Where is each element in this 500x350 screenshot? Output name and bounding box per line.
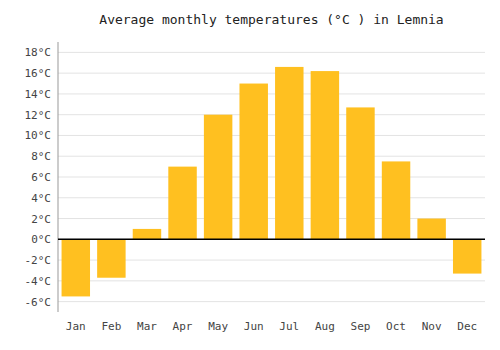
grid-line — [58, 301, 485, 302]
y-tick-label: 8°C — [31, 150, 51, 163]
grid-line — [58, 52, 485, 53]
y-axis-line — [58, 42, 59, 312]
bar — [168, 167, 196, 240]
grid-line — [58, 197, 485, 198]
y-tick-label: 12°C — [25, 109, 52, 122]
x-tick-label: Feb — [101, 320, 121, 333]
y-tick-label: 4°C — [31, 192, 51, 205]
x-tick-label: Sep — [351, 320, 371, 333]
y-tick-label: -2°C — [25, 254, 52, 267]
y-tick-label: 2°C — [31, 213, 51, 226]
grid-line — [58, 73, 485, 74]
zero-line — [58, 239, 485, 241]
bar — [346, 107, 374, 239]
x-tick-labels: Jan Feb Mar Apr May Jun Jul Aug Sep Oct Nov Dec — [66, 320, 477, 333]
x-tick-label: Mar — [137, 320, 157, 333]
bars — [62, 67, 482, 296]
grid-line — [58, 135, 485, 136]
y-tick-label: -6°C — [25, 296, 52, 309]
page: {"chart_data": {"type": "bar", "title": … — [0, 0, 500, 350]
x-tick-label: Jun — [244, 320, 264, 333]
y-tick-label: 18°C — [25, 46, 52, 59]
bar — [417, 219, 445, 240]
grid-line — [58, 280, 485, 281]
x-tick-label: Apr — [173, 320, 193, 333]
grid-line — [58, 177, 485, 178]
bar — [97, 239, 125, 277]
title: Average monthly temperatures (°C ) in Le… — [99, 12, 443, 27]
grid-line — [58, 156, 485, 157]
bar — [311, 71, 339, 239]
grid-line — [58, 114, 485, 115]
x-tick-label: May — [208, 320, 228, 333]
bar — [453, 239, 481, 273]
x-tick-label: Oct — [386, 320, 406, 333]
y-tick-label: 10°C — [25, 129, 52, 142]
chart: Average monthly temperatures (°C ) in Le… — [0, 0, 500, 350]
bar — [382, 161, 410, 239]
y-tick-labels: -6°C -4°C -2°C 0°C 2°C 4°C 6°C 8°C 10°C 12°C 14°C 1… — [25, 46, 52, 308]
bar — [275, 67, 303, 239]
y-tick-label: -4°C — [25, 275, 52, 288]
y-tick-label: 6°C — [31, 171, 51, 184]
bar — [204, 115, 232, 240]
y-grid — [58, 52, 485, 301]
x-tick-label: Aug — [315, 320, 335, 333]
x-tick-label: Jul — [279, 320, 299, 333]
grid-line — [58, 239, 485, 240]
bar — [239, 84, 267, 240]
x-tick-label: Dec — [457, 320, 477, 333]
y-tick-label: 14°C — [25, 88, 52, 101]
y-tick-label: 16°C — [25, 67, 52, 80]
y-tick-label: 0°C — [31, 233, 51, 246]
bar — [62, 239, 90, 296]
grid-line — [58, 93, 485, 94]
x-tick-label: Nov — [422, 320, 442, 333]
bar — [133, 229, 161, 239]
x-tick-label: Jan — [66, 320, 86, 333]
